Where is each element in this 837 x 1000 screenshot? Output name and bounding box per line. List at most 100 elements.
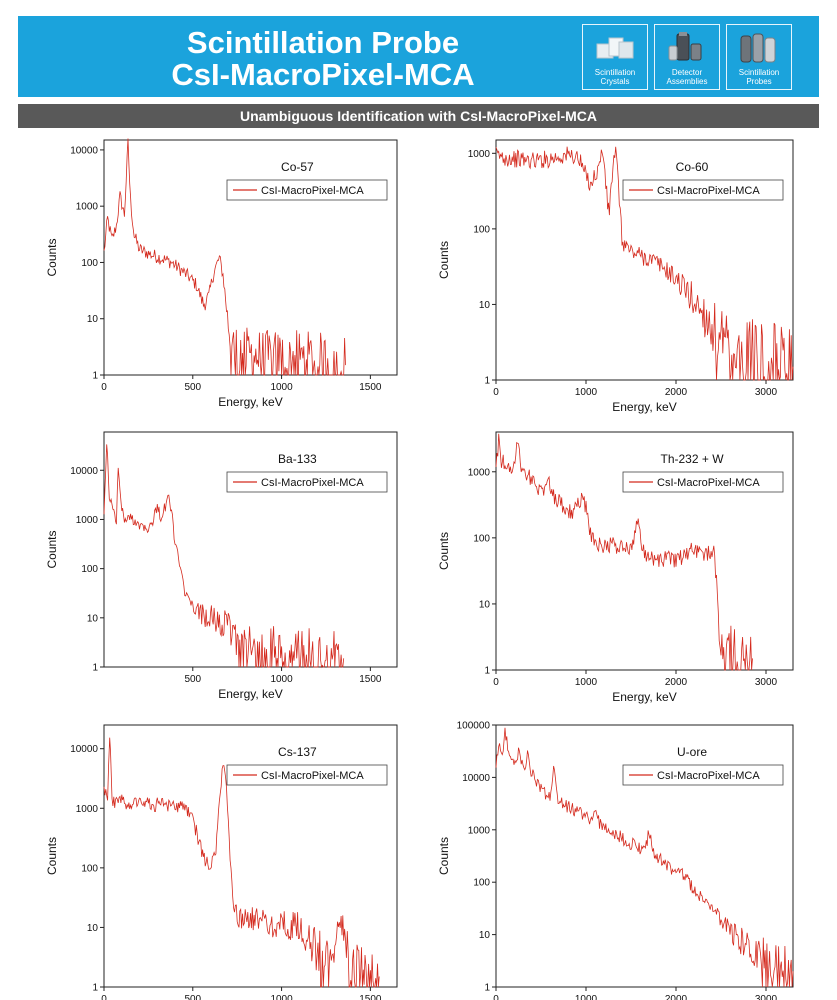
legend-box: [226, 764, 388, 786]
y-tick-label: 1: [92, 371, 98, 382]
spectrum-line: [495, 146, 794, 381]
y-axis-label: Counts: [437, 532, 451, 570]
x-tick-label: 0: [493, 677, 499, 688]
spectrum-line: [495, 433, 753, 671]
y-axis-label: Counts: [45, 530, 59, 568]
x-axis-label: Energy, keV: [612, 400, 676, 414]
y-tick-label: 100: [473, 533, 490, 544]
page-header: Scintillation Probe CsI-MacroPixel-MCA S…: [18, 16, 819, 97]
spectrum-line: [103, 737, 380, 988]
x-tick-label: 500: [184, 674, 201, 685]
nav-tile-crystals[interactable]: Scintillation Crystals: [582, 24, 648, 90]
y-tick-label: 10: [87, 923, 99, 934]
x-tick-label: 1000: [575, 387, 598, 398]
y-tick-label: 1: [484, 983, 490, 994]
plot-frame: [103, 139, 398, 376]
x-tick-label: 1000: [575, 677, 598, 688]
x-tick-label: 0: [493, 387, 499, 398]
crystals-icon: [596, 37, 634, 59]
x-tick-label: 1000: [575, 994, 598, 1000]
legend-box: [622, 179, 784, 201]
nav-tile-label: Scintillation Probes: [738, 68, 780, 86]
y-axis-label: Counts: [45, 238, 59, 276]
x-tick-label: 3000: [755, 677, 778, 688]
x-tick-label: 500: [184, 994, 201, 1000]
chart-4: [100, 724, 398, 991]
y-tick-label: 1000: [76, 804, 99, 815]
x-tick-label: 0: [101, 382, 107, 393]
plot-frame: [103, 724, 398, 988]
x-tick-label: 2000: [665, 994, 688, 1000]
y-tick-label: 10000: [462, 773, 490, 784]
chart-0: [100, 138, 398, 379]
y-tick-label: 10: [479, 599, 491, 610]
probes-icon: [740, 33, 776, 63]
plot-frame: [495, 139, 794, 381]
x-tick-label: 1500: [359, 674, 382, 685]
y-axis-label: Counts: [437, 837, 451, 875]
x-tick-label: 0: [101, 994, 107, 1000]
spectrum-line: [103, 444, 345, 669]
x-tick-label: 1000: [270, 674, 293, 685]
nav-tile-probes[interactable]: Scintillation Probes: [726, 24, 792, 90]
y-tick-label: 100: [473, 224, 490, 235]
x-tick-label: 0: [493, 994, 499, 1000]
chart-2: [100, 431, 398, 671]
y-tick-label: 10000: [70, 744, 98, 755]
x-tick-label: 2000: [665, 677, 688, 688]
legend-label: CsI-MacroPixel-MCA: [657, 477, 760, 489]
y-tick-label: 1000: [76, 202, 99, 213]
page-title: Scintillation Probe: [186, 25, 460, 60]
y-tick-label: 10000: [70, 145, 98, 156]
chart-5: [492, 724, 794, 991]
y-tick-label: 100: [81, 258, 98, 269]
legend-label: CsI-MacroPixel-MCA: [657, 185, 760, 197]
detector-assemblies-icon: [668, 32, 702, 61]
chart-1: [492, 139, 794, 384]
legend-label: CsI-MacroPixel-MCA: [261, 185, 364, 197]
legend-box: [622, 764, 784, 786]
legend-label: CsI-MacroPixel-MCA: [261, 770, 364, 782]
plot-frame: [495, 431, 794, 671]
y-tick-label: 1: [484, 376, 490, 387]
plot-frame: [103, 431, 398, 668]
y-tick-label: 10000: [70, 466, 98, 477]
legend-label: CsI-MacroPixel-MCA: [657, 770, 760, 782]
chart-title: Co-60: [676, 160, 709, 174]
x-axis-label: Energy, keV: [218, 687, 282, 701]
legend-box: [226, 179, 388, 201]
nav-tile-label: Detector Assemblies: [666, 68, 708, 86]
x-tick-label: 1500: [359, 994, 382, 1000]
chart-title: Co-57: [281, 160, 314, 174]
page-subtitle: CsI-MacroPixel-MCA: [171, 57, 475, 92]
y-tick-label: 1000: [468, 467, 491, 478]
y-tick-label: 10: [87, 314, 99, 325]
nav-tile-detector-assemblies[interactable]: Detector Assemblies: [654, 24, 720, 90]
x-tick-label: 1000: [270, 382, 293, 393]
x-tick-label: 2000: [665, 387, 688, 398]
x-axis-label: Energy, keV: [218, 395, 282, 409]
y-tick-label: 100: [473, 878, 490, 889]
y-tick-label: 100: [81, 564, 98, 575]
chart-title: Ba-133: [278, 452, 317, 466]
y-tick-label: 1000: [76, 515, 99, 526]
x-tick-label: 3000: [755, 994, 778, 1000]
nav-tile-label: Scintillation Crystals: [594, 68, 636, 86]
y-tick-label: 1: [484, 666, 490, 677]
x-tick-label: 1000: [270, 994, 293, 1000]
plot-frame: [495, 724, 794, 988]
y-tick-label: 1: [92, 983, 98, 994]
y-tick-label: 1: [92, 663, 98, 674]
chart-3: [492, 431, 794, 674]
y-tick-label: 100: [81, 863, 98, 874]
chart-title: Cs-137: [278, 745, 317, 759]
chart-title: Th-232 + W: [661, 452, 725, 466]
x-axis-label: Energy, keV: [612, 690, 676, 704]
section-banner: Unambiguous Identification with CsI-Macr…: [18, 104, 819, 128]
y-tick-label: 1000: [468, 149, 491, 160]
spectrum-line: [103, 138, 346, 376]
y-tick-label: 100000: [457, 721, 491, 732]
y-tick-label: 10: [87, 613, 99, 624]
x-tick-label: 500: [184, 382, 201, 393]
